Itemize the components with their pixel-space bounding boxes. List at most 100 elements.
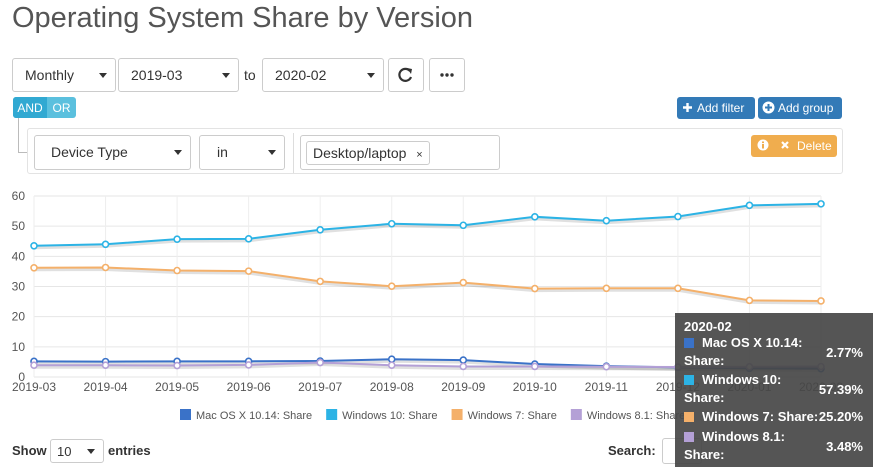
- page-size-text: 10: [57, 444, 72, 459]
- tree-line: [18, 118, 28, 153]
- operator-select[interactable]: in: [199, 135, 285, 170]
- and-button[interactable]: AND: [13, 97, 47, 118]
- point: [602, 216, 611, 225]
- add-group-button[interactable]: Add group: [758, 97, 842, 119]
- x-tick-label: 2019-05: [155, 380, 199, 394]
- chart: 0 10 20 30 40 50 60 2019-03 2019-04 2019-05 2019-0…: [12, 189, 844, 422]
- from-select[interactable]: 2019-03: [118, 58, 239, 92]
- search-label: Search:: [608, 443, 656, 458]
- point: [817, 200, 825, 208]
- point: [173, 361, 181, 370]
- point: [459, 362, 468, 371]
- point: [531, 213, 539, 221]
- tooltip-swatch: [684, 412, 694, 422]
- x-tick-label: 2019-11: [585, 380, 628, 394]
- logic-toggle: AND OR: [13, 97, 76, 118]
- legend-swatch: [326, 409, 338, 420]
- tooltip-value: 2.77%: [826, 345, 863, 360]
- y-tick-label: 0: [18, 370, 25, 384]
- tooltip-label: Windows 10:: [702, 372, 782, 387]
- legend-swatch: [180, 409, 191, 420]
- remove-tag[interactable]: ×: [416, 149, 423, 161]
- to-label: to: [244, 67, 256, 83]
- delete-icons: [757, 139, 789, 151]
- delete-button[interactable]: Delete: [751, 135, 837, 157]
- refresh-icon: [398, 67, 413, 82]
- y-tick-label: 30: [12, 280, 26, 294]
- add-group-text: Add group: [778, 101, 834, 115]
- period-select[interactable]: Monthly: [12, 58, 116, 92]
- field-text: Device Type: [51, 144, 128, 160]
- point: [316, 277, 324, 286]
- point: [531, 362, 539, 371]
- plus-icon: [683, 103, 692, 112]
- add-filter-text: Add filter: [697, 101, 745, 115]
- point: [531, 284, 539, 293]
- tooltip-swatch: [684, 375, 694, 385]
- y-tick-label: 10: [12, 340, 26, 354]
- x-tick-label: 2019-08: [370, 380, 414, 394]
- show-label: Show: [12, 443, 47, 458]
- x-tick-label: 2019-07: [298, 380, 342, 394]
- tooltip-value: 25.20%: [818, 409, 863, 424]
- point: [101, 361, 110, 370]
- point: [101, 263, 110, 272]
- point: [244, 235, 253, 243]
- y-tick-label: 50: [12, 219, 26, 233]
- point: [387, 361, 396, 370]
- delete-text: Delete: [797, 139, 832, 153]
- point: [745, 201, 754, 210]
- point: [173, 235, 181, 243]
- tooltip-value: 3.48%: [826, 439, 863, 454]
- tooltip-swatch: [684, 432, 694, 442]
- point: [817, 297, 825, 305]
- tooltip-label: Windows 8.1:: [702, 429, 785, 444]
- tooltip-value: 57.39%: [818, 382, 863, 397]
- field-select[interactable]: Device Type: [34, 135, 191, 170]
- series-shadow: [33, 204, 822, 250]
- point: [30, 241, 38, 250]
- plus-circle-icon: [762, 101, 775, 114]
- legend-swatch: [451, 409, 463, 420]
- more-icon: [440, 73, 454, 77]
- to-select[interactable]: 2020-02: [262, 58, 384, 92]
- page-size-select[interactable]: 10: [50, 439, 104, 463]
- point: [387, 355, 396, 364]
- legend-label: Mac OS X 10.14: Share: [196, 410, 312, 422]
- point: [244, 361, 253, 369]
- refresh-button[interactable]: [388, 58, 424, 92]
- legend-swatch: [570, 409, 582, 420]
- from-text: 2019-03: [131, 67, 183, 83]
- x-tick-label: 2019-06: [227, 380, 271, 394]
- page-title: Operating System Share by Version: [12, 2, 474, 34]
- y-tick-label: 60: [12, 189, 26, 203]
- tooltip-sub: Share:: [684, 447, 725, 462]
- x-tick-label: 2019-03: [12, 380, 56, 394]
- tooltip-swatch: [684, 338, 694, 348]
- legend-label: Windows 8.1: Share: [587, 410, 685, 422]
- x-tick-label: 2019-09: [441, 380, 485, 394]
- legend-label: Windows 10: Share: [342, 410, 437, 422]
- series-line: [33, 266, 822, 302]
- point: [316, 225, 324, 234]
- point: [459, 278, 468, 287]
- series-shadow: [33, 267, 822, 305]
- tooltip-title: 2020-02: [684, 319, 732, 334]
- add-filter-button[interactable]: Add filter: [677, 97, 755, 119]
- filter-row: [27, 128, 843, 174]
- value-tag: Desktop/laptop ×: [306, 141, 430, 165]
- tooltip-sub: Share:: [684, 353, 725, 368]
- or-button[interactable]: OR: [52, 101, 71, 115]
- point: [674, 284, 682, 293]
- to-text: 2020-02: [275, 67, 327, 83]
- value-input[interactable]: Desktop/laptop ×: [300, 135, 500, 170]
- x-tick-label: 2019-10: [513, 380, 557, 394]
- y-tick-label: 40: [12, 249, 26, 263]
- point: [387, 282, 396, 290]
- more-button[interactable]: [429, 58, 465, 92]
- point: [30, 361, 38, 370]
- point: [602, 362, 611, 371]
- tooltip-label: Mac OS X 10.14:: [702, 335, 803, 350]
- point: [30, 263, 38, 272]
